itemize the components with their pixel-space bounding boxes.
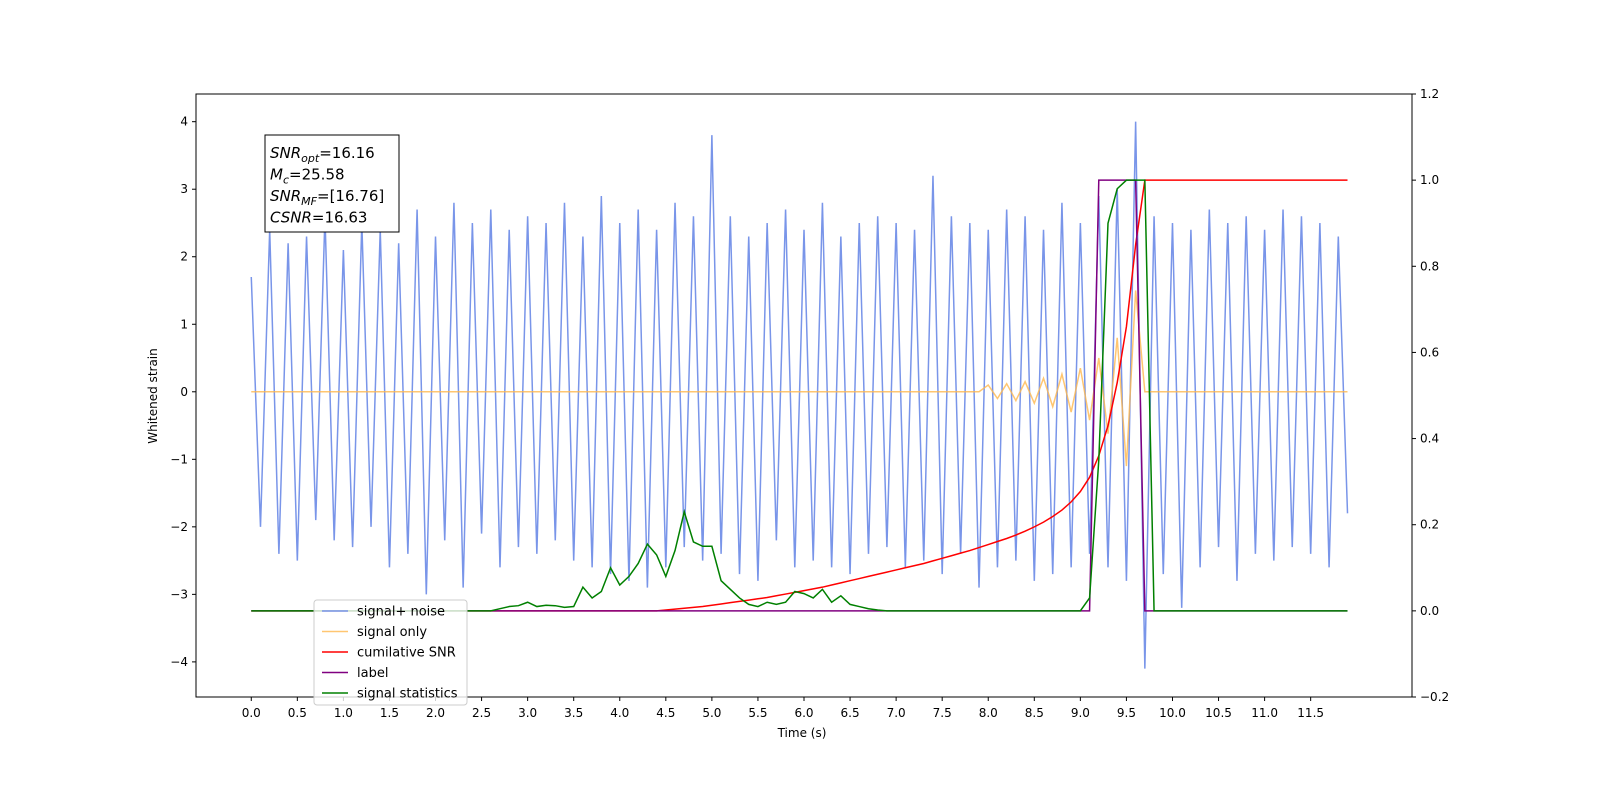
x-tick-label: 10.5 — [1205, 706, 1232, 720]
x-tick-label: 7.5 — [933, 706, 952, 720]
series-line — [251, 290, 1348, 467]
x-tick-label: 9.5 — [1117, 706, 1136, 720]
y-tick-label: 2 — [180, 250, 188, 264]
legend-label: signal only — [357, 625, 427, 640]
x-tick-label: 4.5 — [656, 706, 675, 720]
annotation-rest: =25.58 — [289, 166, 345, 184]
annotation-rest: =[16.76] — [317, 187, 384, 205]
x-tick-label: 3.0 — [518, 706, 537, 720]
x-tick-label: 1.5 — [380, 706, 399, 720]
legend-label: cumilative SNR — [357, 646, 456, 661]
y-tick-label: −3 — [170, 587, 188, 601]
x-tick-label: 0.5 — [288, 706, 307, 720]
y-tick-label: −1 — [170, 452, 188, 466]
x-tick-label: 2.5 — [472, 706, 491, 720]
annotation-rest: =16.63 — [312, 209, 368, 227]
y2-tick-label: 0.6 — [1420, 345, 1439, 359]
annotation: Mc=25.58 — [270, 166, 345, 187]
x-tick-label: 9.0 — [1071, 706, 1090, 720]
y-tick-label: 4 — [180, 115, 188, 129]
y2-tick-label: −0.2 — [1420, 690, 1449, 704]
x-tick-label: 4.0 — [610, 706, 629, 720]
x-tick-label: 7.0 — [887, 706, 906, 720]
x-tick-label: 1.0 — [334, 706, 353, 720]
x-tick-label: 5.5 — [748, 706, 767, 720]
x-tick-label: 11.0 — [1251, 706, 1278, 720]
y2-tick-label: 0.2 — [1420, 518, 1439, 532]
x-axis-label: Time (s) — [777, 726, 827, 740]
y2-tick-label: 1.0 — [1420, 173, 1439, 187]
x-tick-label: 5.0 — [702, 706, 721, 720]
annotation: SNRMF=[16.76] — [270, 187, 384, 208]
x-tick-label: 10.0 — [1159, 706, 1186, 720]
y-tick-label: 0 — [180, 385, 188, 399]
legend-label: signal+ noise — [357, 605, 445, 620]
y-tick-label: −2 — [170, 520, 188, 534]
annotation-sub: MF — [301, 195, 317, 208]
y-tick-label: 1 — [180, 317, 188, 331]
y-axis-label: Whitened strain — [146, 348, 160, 444]
y-tick-label: 3 — [180, 182, 188, 196]
y-tick-label: −4 — [170, 655, 188, 669]
x-tick-label: 2.0 — [426, 706, 445, 720]
annotation-sub: c — [283, 174, 289, 187]
annotation-base: SNR — [270, 144, 301, 162]
x-tick-label: 0.0 — [242, 706, 261, 720]
annotation-box — [264, 134, 400, 233]
series-line — [250, 121, 1349, 669]
legend-label: label — [357, 666, 388, 681]
annotation: CSNR=16.63 — [270, 209, 367, 227]
x-tick-label: 3.5 — [564, 706, 583, 720]
x-tick-label: 11.5 — [1297, 706, 1324, 720]
annotation-sub: opt — [301, 152, 320, 165]
x-tick-label: 6.0 — [794, 706, 813, 720]
legend-box — [313, 599, 468, 706]
x-tick-label: 8.0 — [979, 706, 998, 720]
plot-lines — [250, 121, 1349, 669]
x-tick-label: 8.5 — [1025, 706, 1044, 720]
annotation-base: SNR — [270, 187, 301, 205]
annotation-base: M — [270, 166, 283, 184]
y2-tick-label: 0.4 — [1420, 432, 1439, 446]
y2-tick-label: 1.2 — [1420, 87, 1439, 101]
x-tick-label: 6.5 — [841, 706, 860, 720]
annotation-rest: =16.16 — [319, 144, 375, 162]
y2-tick-label: 0.8 — [1420, 259, 1439, 273]
annotation: SNRopt=16.16 — [270, 144, 375, 165]
legend-label: signal statistics — [357, 687, 458, 702]
annotation-base: CSNR — [270, 209, 312, 227]
y2-tick-label: 0.0 — [1420, 604, 1439, 618]
